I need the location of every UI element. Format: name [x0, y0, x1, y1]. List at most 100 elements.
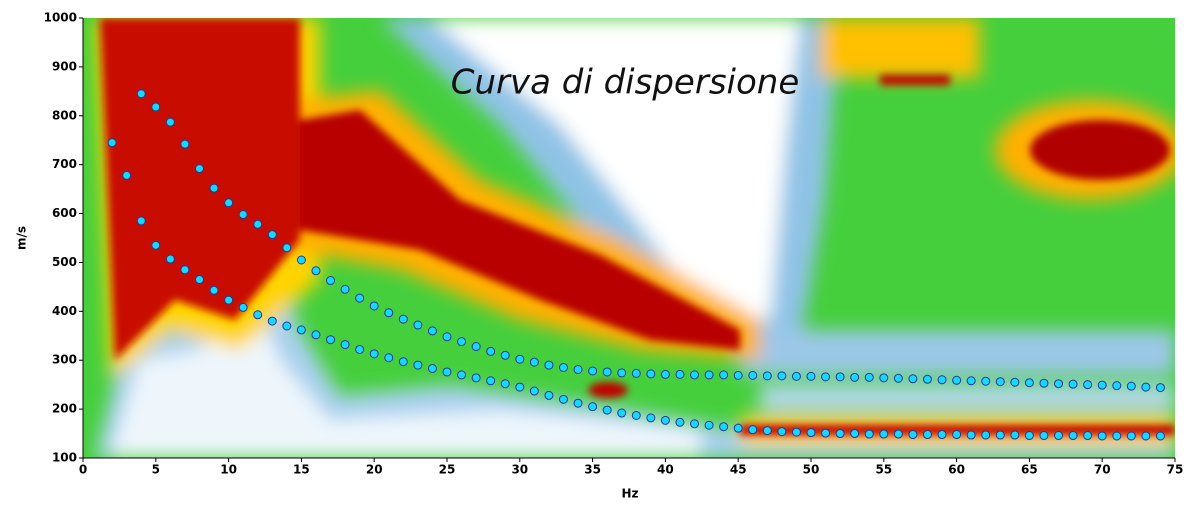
point — [1098, 381, 1106, 389]
point — [268, 231, 276, 239]
point — [603, 406, 611, 414]
point — [356, 345, 364, 353]
point — [691, 420, 699, 428]
y-tick-label: 600 — [52, 206, 77, 220]
point — [399, 358, 407, 366]
point — [166, 255, 174, 263]
point — [676, 370, 684, 378]
x-tick-label: 65 — [1021, 463, 1038, 477]
point — [501, 380, 509, 388]
point — [327, 277, 335, 285]
point — [792, 372, 800, 380]
point — [472, 374, 480, 382]
point — [836, 430, 844, 438]
point — [851, 430, 859, 438]
y-tick-label: 900 — [52, 59, 77, 73]
point — [458, 371, 466, 379]
point — [297, 326, 305, 334]
point — [545, 361, 553, 369]
point — [414, 321, 422, 329]
point — [152, 103, 160, 111]
point — [909, 431, 917, 439]
point — [312, 267, 320, 275]
point — [181, 140, 189, 148]
point — [603, 368, 611, 376]
point — [559, 364, 567, 372]
point — [676, 418, 684, 426]
point — [152, 241, 160, 249]
point — [1025, 432, 1033, 440]
point — [501, 351, 509, 359]
point — [254, 311, 262, 319]
x-tick-label: 50 — [803, 463, 820, 477]
point — [268, 317, 276, 325]
point — [283, 244, 291, 252]
point — [778, 428, 786, 436]
point — [982, 431, 990, 439]
y-tick-label: 400 — [52, 304, 77, 318]
point — [763, 427, 771, 435]
point — [356, 294, 364, 302]
point — [953, 376, 961, 384]
point — [166, 118, 174, 126]
point — [472, 343, 480, 351]
point — [137, 90, 145, 98]
point — [399, 315, 407, 323]
point — [1011, 431, 1019, 439]
point — [822, 373, 830, 381]
point — [632, 369, 640, 377]
point — [545, 391, 553, 399]
point — [749, 426, 757, 434]
point — [1156, 384, 1164, 392]
point — [618, 369, 626, 377]
point — [705, 371, 713, 379]
point — [1098, 432, 1106, 440]
point — [851, 373, 859, 381]
point — [428, 365, 436, 373]
x-axis-label: Hz — [621, 487, 638, 501]
point — [370, 302, 378, 310]
x-tick-label: 30 — [511, 463, 528, 477]
x-tick-label: 0 — [79, 463, 87, 477]
point — [1055, 432, 1063, 440]
point — [283, 322, 291, 330]
point — [385, 309, 393, 317]
point — [487, 347, 495, 355]
point — [647, 414, 655, 422]
point — [865, 430, 873, 438]
point — [487, 377, 495, 385]
point — [1011, 378, 1019, 386]
point — [691, 371, 699, 379]
point — [749, 371, 757, 379]
point — [967, 377, 975, 385]
point — [574, 366, 582, 374]
point — [516, 383, 524, 391]
point — [123, 171, 131, 179]
point — [807, 429, 815, 437]
point — [720, 371, 728, 379]
point — [982, 377, 990, 385]
point — [1025, 379, 1033, 387]
y-tick-label: 300 — [52, 353, 77, 367]
point — [341, 285, 349, 293]
y-tick-label: 700 — [52, 157, 77, 171]
point — [195, 276, 203, 284]
point — [647, 370, 655, 378]
point — [1069, 432, 1077, 440]
x-tick-label: 5 — [152, 463, 160, 477]
point — [516, 355, 524, 363]
point — [1055, 380, 1063, 388]
point — [195, 165, 203, 173]
y-tick-label: 200 — [52, 402, 77, 416]
y-tick-label: 1000 — [44, 11, 77, 25]
point — [661, 416, 669, 424]
point — [181, 266, 189, 274]
y-tick-label: 800 — [52, 108, 77, 122]
point — [953, 431, 961, 439]
point — [880, 374, 888, 382]
y-axis-label: m/s — [15, 226, 29, 250]
point — [1069, 380, 1077, 388]
point — [661, 370, 669, 378]
x-tick-label: 75 — [1167, 463, 1184, 477]
point — [327, 336, 335, 344]
